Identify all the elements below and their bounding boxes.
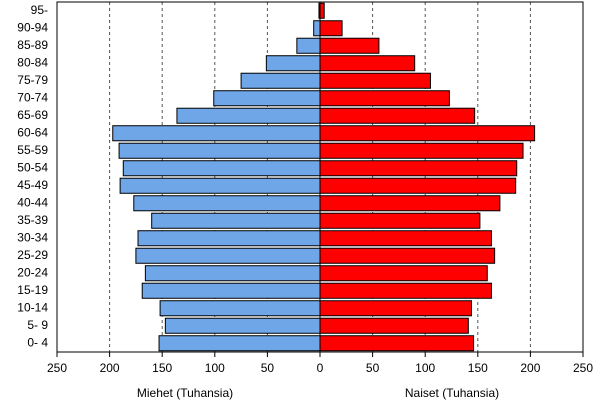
bar <box>319 72 431 89</box>
x-tick-label: 50 <box>261 361 275 375</box>
bar <box>213 90 321 107</box>
bar <box>122 160 321 177</box>
y-tick-label: 80-84 <box>17 55 48 69</box>
y-tick-label: 20-24 <box>17 265 48 279</box>
bar <box>319 247 496 264</box>
bar <box>135 247 321 264</box>
x-tick-label: 250 <box>47 361 67 375</box>
x-tick-label: 50 <box>366 361 380 375</box>
bar <box>119 177 321 194</box>
y-tick-label: 60-64 <box>17 125 48 139</box>
y-tick-label: 35-39 <box>17 213 48 227</box>
bar <box>319 177 517 194</box>
y-tick-label: 85-89 <box>17 38 48 52</box>
y-tick-label: 25-29 <box>17 248 48 262</box>
bar <box>313 20 321 37</box>
bar <box>319 2 325 19</box>
axis-label-left: Miehet (Tuhansia) <box>137 386 233 400</box>
bar <box>319 160 518 177</box>
bar <box>319 55 416 72</box>
x-tick-label: 150 <box>468 361 488 375</box>
bar <box>151 212 321 229</box>
y-tick-label: 10-14 <box>17 300 48 314</box>
y-tick-label: 40-44 <box>17 195 48 209</box>
bar <box>319 125 536 142</box>
bar <box>319 335 475 352</box>
bar <box>112 125 321 142</box>
bar <box>240 72 321 89</box>
bar <box>319 195 501 212</box>
x-tick-label: 150 <box>152 361 172 375</box>
y-tick-label: 0- 4 <box>27 335 48 349</box>
bar <box>319 107 476 124</box>
y-tick-label: 50-54 <box>17 160 48 174</box>
x-tick-label: 200 <box>520 361 540 375</box>
y-tick-label: 55-59 <box>17 143 48 157</box>
y-tick-label: 15-19 <box>17 283 48 297</box>
x-tick-label: 100 <box>415 361 435 375</box>
bar <box>159 300 321 317</box>
bar <box>319 142 524 159</box>
bar <box>296 37 321 54</box>
bar <box>164 317 321 334</box>
x-tick-label: 0 <box>317 361 324 375</box>
bar <box>319 317 469 334</box>
bar <box>118 142 321 159</box>
bar <box>319 300 472 317</box>
y-tick-label: 45-49 <box>17 178 48 192</box>
bar <box>319 265 488 282</box>
y-tick-label: 30-34 <box>17 230 48 244</box>
x-tick-label: 100 <box>205 361 225 375</box>
bar <box>319 212 481 229</box>
y-tick-label: 70-74 <box>17 90 48 104</box>
axis-label-right: Naiset (Tuhansia) <box>405 386 499 400</box>
y-tick-label: 90-94 <box>17 20 48 34</box>
bar <box>144 265 321 282</box>
y-tick-label: 65-69 <box>17 108 48 122</box>
bar <box>319 20 343 37</box>
bar <box>158 335 321 352</box>
bar <box>141 282 321 299</box>
bar <box>319 282 492 299</box>
bar <box>133 195 321 212</box>
x-tick-label: 250 <box>573 361 593 375</box>
x-tick-label: 200 <box>100 361 120 375</box>
bar <box>319 90 450 107</box>
bar <box>137 230 321 247</box>
y-tick-label: 5- 9 <box>27 318 48 332</box>
bar <box>319 37 380 54</box>
bar <box>176 107 321 124</box>
bar <box>265 55 321 72</box>
y-tick-label: 75-79 <box>17 73 48 87</box>
y-tick-label: 95- <box>31 3 48 17</box>
bar <box>319 230 492 247</box>
